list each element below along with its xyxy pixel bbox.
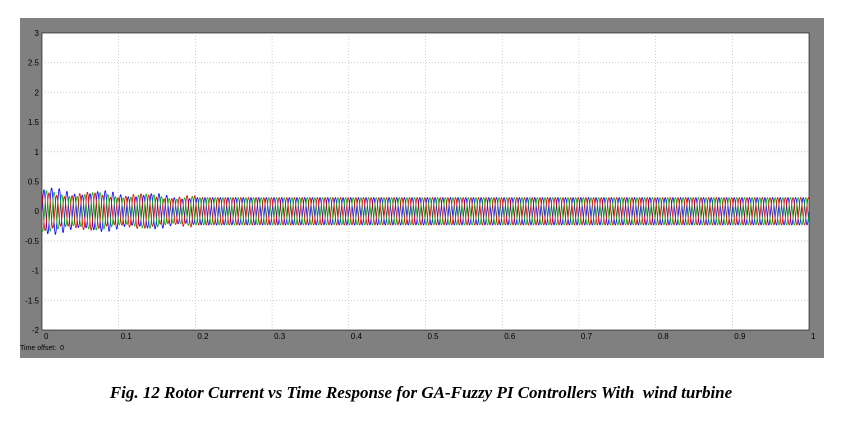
x-tick-label: 0 <box>44 332 49 341</box>
time-offset-label: Time offset: <box>20 345 57 352</box>
y-tick-label: 0 <box>35 207 40 216</box>
time-offset-value: 0 <box>60 345 64 352</box>
y-tick-label: 2 <box>35 88 40 97</box>
x-tick-label: 0.5 <box>428 332 440 341</box>
x-tick-label: 0.1 <box>121 332 133 341</box>
y-tick-label: -2 <box>32 326 40 335</box>
figure-caption: Fig. 12 Rotor Current vs Time Response f… <box>109 383 733 402</box>
x-tick-label: 0.7 <box>581 332 593 341</box>
y-tick-label: 0.5 <box>28 178 40 187</box>
y-tick-label: -1.5 <box>25 296 39 305</box>
series-line-phase-1 <box>41 187 810 235</box>
x-tick-label: 0.2 <box>197 332 209 341</box>
series-layer <box>41 187 810 235</box>
x-tick-label: 0.9 <box>734 332 746 341</box>
y-tick-label: 2.5 <box>28 59 40 68</box>
x-tick-label: 0.8 <box>658 332 670 341</box>
y-tick-label: -0.5 <box>25 237 39 246</box>
x-tick-label: 0.6 <box>504 332 516 341</box>
y-tick-label: -1 <box>32 267 40 276</box>
x-tick-label: 0.3 <box>274 332 286 341</box>
time-offset-readout: Time offset: 0 <box>20 345 64 352</box>
tick-label-layer: 0 0.1 0.2 0.3 0.4 0.5 0.6 0.7 0.8 0.9 1 3 2.5 2 1.5 1 0.… <box>25 29 816 341</box>
y-tick-label: 1 <box>35 148 40 157</box>
series-line-phase-3 <box>41 191 810 232</box>
y-tick-label: 3 <box>35 29 40 38</box>
y-tick-label: 1.5 <box>28 118 40 127</box>
x-tick-label: 0.4 <box>351 332 363 341</box>
x-tick-label: 1 <box>811 332 816 341</box>
series-line-phase-2 <box>41 190 810 232</box>
